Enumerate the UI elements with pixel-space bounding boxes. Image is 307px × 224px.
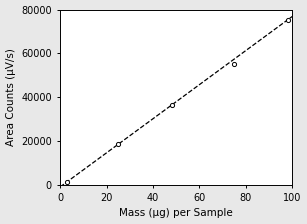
Point: [285, 18, 290, 22]
Point: [169, 103, 174, 107]
Point: [116, 142, 121, 146]
X-axis label: Mass (μg) per Sample: Mass (μg) per Sample: [119, 209, 233, 218]
Point: [65, 180, 70, 183]
Point: [232, 62, 237, 65]
Y-axis label: Area Counts (μV/s): Area Counts (μV/s): [6, 48, 16, 146]
